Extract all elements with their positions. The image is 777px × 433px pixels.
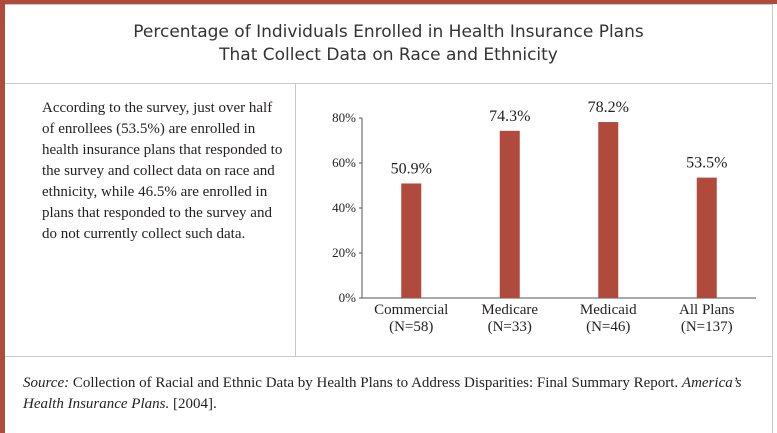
x-tick-label: (N=33) <box>488 319 532 335</box>
data-label: 50.9% <box>391 160 432 177</box>
title-line: Percentage of Individuals Enrolled in He… <box>133 22 644 42</box>
bar <box>499 130 520 298</box>
x-tick-label: Medicaid <box>580 302 637 318</box>
source-publisher: America’s Health Insurance Plans. <box>23 375 742 412</box>
chart-title: Percentage of Individuals Enrolled in He… <box>5 4 773 84</box>
x-tick-label: Commercial <box>374 302 448 318</box>
y-tick-label: 20% <box>332 245 356 260</box>
data-label: 78.2% <box>588 99 629 116</box>
x-tick-label: (N=46) <box>586 319 630 335</box>
x-tick-label: Medicare <box>481 302 538 318</box>
y-tick-label: 40% <box>332 200 356 215</box>
y-tick-label: 0% <box>339 290 357 305</box>
bar <box>598 122 619 298</box>
x-tick-label: (N=137) <box>681 319 733 335</box>
data-label: 74.3% <box>489 108 530 125</box>
title-line: That Collect Data on Race and Ethnicity <box>219 45 558 65</box>
source-year: [2004]. <box>172 396 217 412</box>
source-label: Source: <box>23 375 70 391</box>
chart-panel <box>296 84 773 356</box>
source: Source: Collection of Racial and Ethnic … <box>5 356 773 433</box>
x-tick-label: All Plans <box>679 302 735 318</box>
data-label: 53.5% <box>686 155 727 172</box>
bar <box>696 177 717 298</box>
y-tick-label: 80% <box>332 110 356 125</box>
bar <box>401 183 422 298</box>
x-tick-label: (N=58) <box>389 319 433 335</box>
source-text: Collection of Racial and Ethnic Data by … <box>72 375 679 391</box>
y-tick-label: 60% <box>332 155 356 170</box>
description: According to the survey, just over half … <box>5 84 296 356</box>
